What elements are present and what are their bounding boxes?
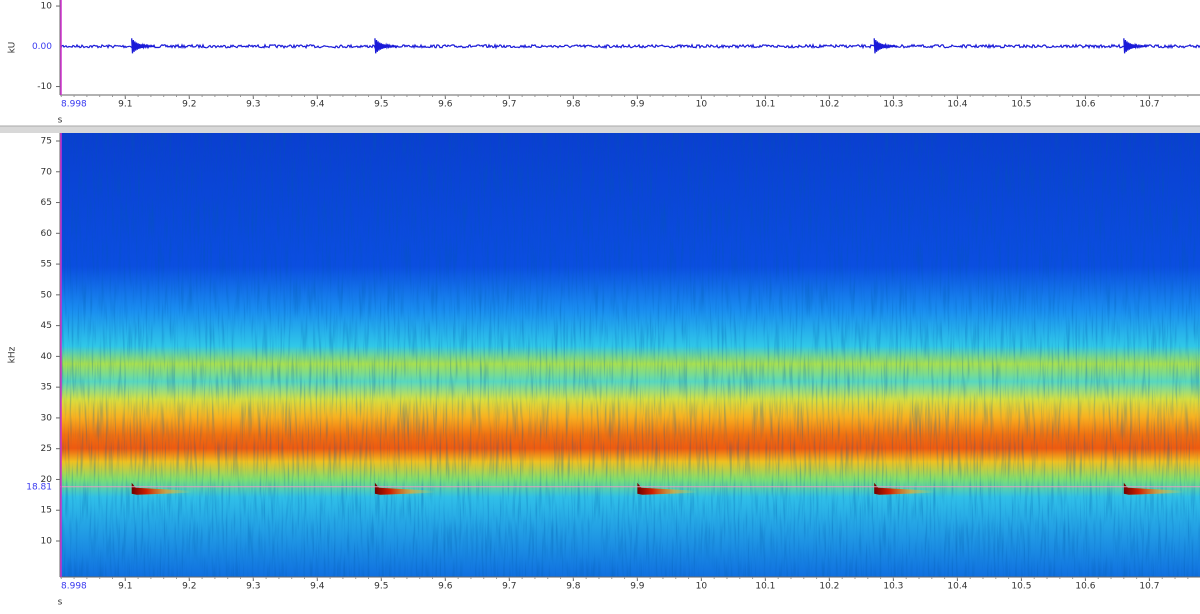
- x-tick-label: 10.4: [947, 100, 967, 110]
- x-tick-label: 9.7: [502, 582, 516, 592]
- x-tick-label: 10.1: [755, 582, 775, 592]
- x-tick-label: 10.6: [1075, 100, 1095, 110]
- cursor-y-label: 0.00: [32, 42, 52, 52]
- x-tick-label: 10.2: [819, 100, 839, 110]
- x-tick-label: 10.2: [819, 582, 839, 592]
- x-tick-label: 9.2: [182, 582, 196, 592]
- y-tick-label: -10: [37, 82, 52, 92]
- x-tick-label: 10: [696, 582, 708, 592]
- x-tick-label: 9.9: [630, 582, 645, 592]
- y-tick-label: 10: [41, 537, 53, 547]
- y-axis-label: kU: [8, 42, 18, 54]
- call-pulse: [874, 482, 935, 495]
- x-axis-label: s: [58, 598, 63, 608]
- x-tick-label: 9.7: [502, 100, 516, 110]
- y-tick-label: 40: [41, 352, 53, 362]
- x-tick-label: 10.3: [883, 582, 903, 592]
- y-tick-label: 30: [41, 413, 53, 423]
- waveform-burst: [873, 38, 898, 54]
- waveform-burst: [1123, 38, 1148, 54]
- x-tick-label: 9.2: [182, 100, 196, 110]
- x-tick-label: 9.8: [566, 100, 581, 110]
- x-tick-label: 10.5: [1011, 100, 1031, 110]
- x-tick-label: 9.8: [566, 582, 581, 592]
- x-tick-label: 10: [696, 100, 708, 110]
- y-tick-label: 70: [41, 167, 53, 177]
- x-tick-label: 9.6: [438, 100, 453, 110]
- spectrogram-texture: [60, 133, 1200, 577]
- x-tick-label: 9.4: [310, 100, 325, 110]
- cursor-x-label: 8.998: [61, 582, 87, 592]
- y-tick-label: 25: [41, 444, 52, 454]
- y-tick-label: 20: [41, 475, 53, 485]
- x-tick-label: 9.9: [630, 100, 645, 110]
- splitter[interactable]: [0, 126, 1200, 133]
- x-tick-label: 10.3: [883, 100, 903, 110]
- waveform-noise: [59, 43, 1200, 50]
- y-tick-label: 60: [41, 229, 53, 239]
- x-tick-label: 9.1: [118, 100, 132, 110]
- waveform-burst: [131, 38, 156, 54]
- y-tick-label: 15: [41, 506, 52, 516]
- y-tick-label: 35: [41, 383, 52, 393]
- y-tick-label: 55: [41, 260, 52, 270]
- y-tick-label: 65: [41, 198, 52, 208]
- waveform-burst: [374, 38, 399, 54]
- cursor-y-label: 18.81: [26, 482, 52, 492]
- cursor-x-label: 8.998: [61, 100, 87, 110]
- call-pulse: [131, 482, 192, 495]
- x-tick-label: 10.4: [947, 582, 967, 592]
- y-tick-label: 50: [41, 290, 53, 300]
- y-tick-label: 10: [41, 2, 53, 12]
- x-tick-label: 9.5: [374, 582, 388, 592]
- x-tick-label: 10.5: [1011, 582, 1031, 592]
- y-axis-label: kHz: [8, 346, 18, 363]
- x-tick-label: 9.4: [310, 582, 325, 592]
- x-tick-label: 9.3: [246, 582, 260, 592]
- x-tick-label: 10.1: [755, 100, 775, 110]
- call-pulse: [374, 482, 435, 495]
- x-axis-label: s: [58, 116, 63, 126]
- y-tick-label: 75: [41, 137, 52, 147]
- call-pulse: [1123, 482, 1184, 495]
- y-tick-label: 45: [41, 321, 52, 331]
- x-tick-label: 9.6: [438, 582, 453, 592]
- x-tick-label: 9.5: [374, 100, 388, 110]
- x-tick-label: 9.1: [118, 582, 132, 592]
- x-tick-label: 10.7: [1139, 582, 1159, 592]
- call-pulse: [637, 482, 698, 495]
- x-tick-label: 10.6: [1075, 582, 1095, 592]
- x-tick-label: 9.3: [246, 100, 260, 110]
- x-tick-label: 10.7: [1139, 100, 1159, 110]
